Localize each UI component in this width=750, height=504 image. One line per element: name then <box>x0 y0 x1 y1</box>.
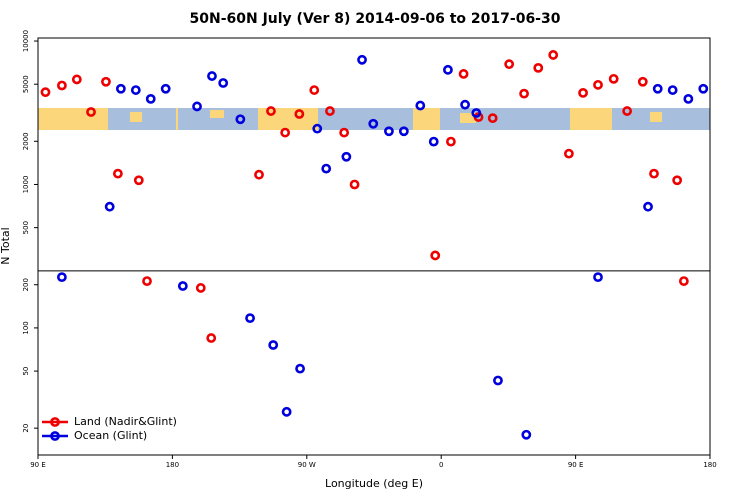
data-point <box>294 109 305 119</box>
data-point <box>384 126 394 137</box>
data-point <box>321 163 332 174</box>
data-point <box>104 201 115 212</box>
x-tick-label: 180 <box>703 461 716 469</box>
data-point <box>245 313 255 324</box>
data-point <box>133 175 144 186</box>
data-point <box>295 363 305 374</box>
data-point <box>548 50 559 60</box>
data-point <box>398 126 409 137</box>
y-tick-label: 50 <box>22 367 30 376</box>
data-point <box>637 76 648 87</box>
data-point <box>430 250 441 261</box>
data-point <box>428 136 439 147</box>
data-point <box>71 74 82 85</box>
x-tick-label: 0 <box>439 461 443 469</box>
legend-marker <box>50 417 60 427</box>
data-point <box>578 87 588 98</box>
legend-marker <box>50 431 60 441</box>
y-tick-label: 10000 <box>22 30 30 52</box>
data-point <box>309 85 320 95</box>
x-tick-label: 90 W <box>298 461 316 469</box>
data-point <box>192 101 202 112</box>
data-point <box>460 99 470 110</box>
data-point <box>145 94 156 104</box>
data-point <box>622 106 633 116</box>
y-tick-label: 20 <box>22 424 30 433</box>
x-tick-label: 90 E <box>568 461 584 469</box>
data-point <box>672 175 683 186</box>
data-point <box>40 87 51 98</box>
data-point <box>643 201 653 212</box>
data-point <box>443 64 453 75</box>
y-tick-label: 200 <box>22 278 30 291</box>
data-point <box>112 168 123 179</box>
data-point <box>195 283 206 293</box>
x-tick-label: 180 <box>166 461 179 469</box>
data-point <box>101 76 111 87</box>
data-point <box>177 281 188 291</box>
y-tick-label: 1000 <box>22 176 30 194</box>
data-point <box>504 59 515 70</box>
data-point <box>312 123 323 134</box>
data-point <box>652 83 663 94</box>
y-axis-label: N Total <box>0 227 12 264</box>
data-point <box>235 114 246 125</box>
data-point <box>325 106 335 116</box>
data-point <box>471 108 482 118</box>
data-point <box>678 276 689 287</box>
data-point <box>130 85 141 95</box>
x-tick-label: 90 E <box>30 461 46 469</box>
data-point <box>593 79 603 90</box>
data-point <box>115 83 126 94</box>
legend-label: Ocean (Glint) <box>74 429 147 442</box>
data-point <box>357 54 367 65</box>
data-point <box>86 107 96 117</box>
y-tick-label: 2000 <box>22 132 30 150</box>
data-point <box>667 85 678 95</box>
data-point <box>142 276 152 287</box>
legend-label: Land (Nadir&Glint) <box>74 415 177 428</box>
data-point <box>368 118 379 129</box>
data-point <box>533 62 544 73</box>
data-point <box>206 333 217 343</box>
data-point <box>281 406 292 417</box>
data-point <box>446 136 456 147</box>
data-point <box>415 100 426 111</box>
data-point <box>218 78 229 88</box>
data-point <box>683 94 694 104</box>
data-point <box>649 168 659 179</box>
data-point <box>519 88 529 99</box>
data-point <box>608 73 619 84</box>
data-point <box>493 375 503 386</box>
data-point <box>280 127 291 138</box>
chart-title: 50N-60N July (Ver 8) 2014-09-06 to 2017-… <box>190 11 561 27</box>
plot-frame <box>37 37 711 456</box>
data-point <box>254 169 264 180</box>
data-point <box>160 83 171 94</box>
data-point <box>341 151 352 162</box>
data-point <box>563 148 574 159</box>
data-point <box>349 179 360 190</box>
data-point <box>458 69 469 79</box>
data-point <box>698 83 709 94</box>
data-point <box>521 429 532 440</box>
data-point <box>207 71 217 81</box>
data-point <box>56 272 67 283</box>
data-point <box>268 340 279 350</box>
x-axis-label: Longitude (deg E) <box>325 477 423 490</box>
data-point <box>593 272 603 283</box>
data-point <box>266 106 276 116</box>
data-point <box>487 113 498 124</box>
data-point <box>56 80 67 91</box>
data-point <box>339 127 350 138</box>
y-tick-label: 100 <box>22 321 30 334</box>
y-tick-label: 5000 <box>22 75 30 93</box>
y-tick-label: 500 <box>22 221 30 234</box>
